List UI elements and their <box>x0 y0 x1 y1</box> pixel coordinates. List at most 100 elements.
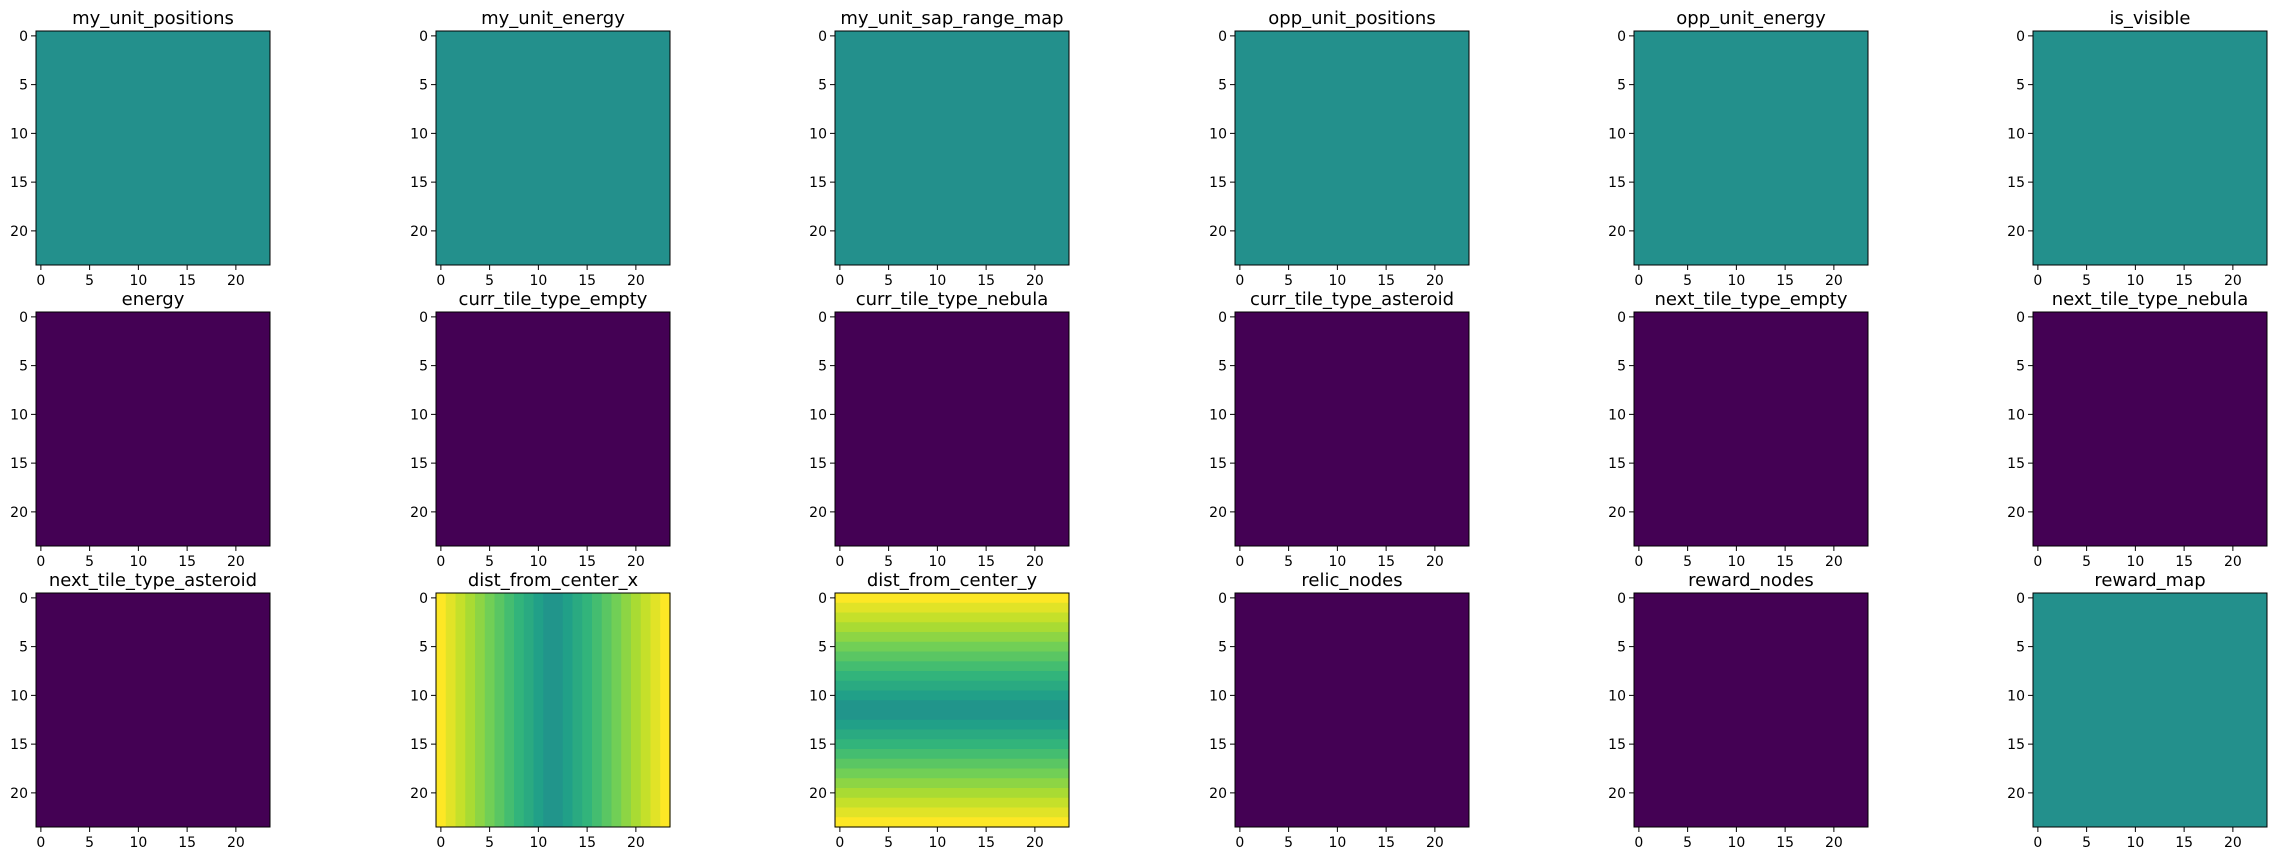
heatmap-row <box>835 632 1069 643</box>
x-tick-label: 15 <box>2175 273 2193 289</box>
x-tick-label: 0 <box>36 273 45 289</box>
y-tick-label: 10 <box>2007 688 2025 704</box>
y-tick-label: 20 <box>1209 505 1227 521</box>
heatmap-cells <box>1235 312 1469 546</box>
y-tick-label: 0 <box>1218 310 1227 326</box>
heatmap-column <box>611 593 622 827</box>
heatmap-row <box>835 729 1069 740</box>
axes-frame <box>834 311 1070 547</box>
x-tick-label: 10 <box>529 554 547 570</box>
heatmap-column <box>494 593 505 827</box>
x-tick-label: 20 <box>627 273 645 289</box>
y-tick-label: 15 <box>410 175 428 191</box>
x-tick-label: 0 <box>835 554 844 570</box>
y-tick-label: 0 <box>1617 29 1626 45</box>
x-tick-label: 10 <box>928 835 946 851</box>
heatmap-row <box>835 651 1069 662</box>
panel-title: next_tile_type_asteroid <box>49 570 257 591</box>
heatmap-column <box>650 593 661 827</box>
axes-frame <box>435 311 671 547</box>
x-tick-label: 20 <box>1825 273 1843 289</box>
y-tick-label: 15 <box>1209 737 1227 753</box>
heatmap-column <box>523 593 535 827</box>
y-tick-label: 0 <box>818 29 827 45</box>
heatmap-row <box>835 710 1069 721</box>
heatmap-cells <box>2033 31 2267 265</box>
x-tick-label: 5 <box>2082 554 2091 570</box>
heatmap-column <box>484 593 496 827</box>
x-tick-label: 15 <box>1776 273 1794 289</box>
panel-title: next_tile_type_nebula <box>2052 289 2249 310</box>
panel-title: opp_unit_energy <box>1676 8 1826 29</box>
x-tick-label: 0 <box>2033 273 2042 289</box>
y-tick-label: 15 <box>10 175 28 191</box>
x-tick-label: 15 <box>178 554 196 570</box>
heatmap-column <box>543 593 554 827</box>
x-tick-label: 5 <box>884 554 893 570</box>
y-tick-label: 15 <box>2007 456 2025 472</box>
x-tick-label: 10 <box>129 835 147 851</box>
axes-frame <box>2032 592 2268 828</box>
x-tick-label: 0 <box>835 273 844 289</box>
heatmap-row <box>835 749 1069 760</box>
y-tick-label: 20 <box>1209 224 1227 240</box>
y-tick-label: 5 <box>818 359 827 375</box>
heatmap-panel-relic-nodes: relic_nodes 0 5 10 15 20 0 5 10 15 20 <box>1209 570 1470 851</box>
heatmap-cells <box>1235 31 1469 265</box>
heatmap-panel-curr-tile-type-nebula: curr_tile_type_nebula 0 5 10 15 20 0 5 10 15 20 <box>809 289 1070 570</box>
x-tick-label: 20 <box>1426 835 1444 851</box>
y-tick-label: 15 <box>1608 175 1626 191</box>
y-tick-label: 0 <box>2016 591 2025 607</box>
x-tick-label: 0 <box>436 554 445 570</box>
heatmap-cells <box>436 31 670 265</box>
x-tick-label: 0 <box>436 273 445 289</box>
y-tick-label: 0 <box>19 591 28 607</box>
heatmap-row <box>835 768 1069 779</box>
y-tick-label: 10 <box>410 407 428 423</box>
x-tick-label: 20 <box>1426 554 1444 570</box>
heatmap-row <box>835 671 1069 682</box>
heatmap-cells <box>436 312 670 546</box>
x-tick-label: 20 <box>227 554 245 570</box>
y-tick-label: 0 <box>19 29 28 45</box>
heatmap-row <box>835 612 1069 623</box>
x-tick-label: 5 <box>485 273 494 289</box>
y-tick-label: 10 <box>10 126 28 142</box>
y-tick-label: 5 <box>19 359 28 375</box>
x-tick-label: 0 <box>1235 273 1244 289</box>
x-tick-label: 10 <box>1328 273 1346 289</box>
x-tick-label: 10 <box>2126 835 2144 851</box>
heatmap-panel-my-unit-sap-range-map: my_unit_sap_range_map 0 5 10 15 20 0 5 10 15 20 <box>809 8 1070 289</box>
x-tick-label: 5 <box>1683 835 1692 851</box>
panel-title: next_tile_type_empty <box>1655 289 1848 310</box>
y-tick-label: 15 <box>809 175 827 191</box>
y-tick-label: 15 <box>410 737 428 753</box>
heatmap-cells <box>1634 312 1868 546</box>
y-tick-label: 20 <box>2007 224 2025 240</box>
heatmap-column <box>621 593 632 827</box>
heatmap-panel-reward-map: reward_map 0 5 10 15 20 0 5 10 15 20 <box>2007 570 2268 851</box>
x-tick-label: 10 <box>1727 835 1745 851</box>
heatmap-cells <box>835 31 1069 265</box>
heatmap-panel-next-tile-type-nebula: next_tile_type_nebula 0 5 10 15 20 0 5 10 15 20 <box>2007 289 2268 570</box>
panel-title: my_unit_sap_range_map <box>840 8 1063 29</box>
y-tick-label: 20 <box>1608 505 1626 521</box>
x-tick-label: 0 <box>1235 554 1244 570</box>
x-tick-label: 0 <box>36 554 45 570</box>
panel-title: curr_tile_type_empty <box>459 289 648 310</box>
heatmap-panel-next-tile-type-asteroid: next_tile_type_asteroid 0 5 10 15 20 0 5 10 15 20 <box>10 570 271 851</box>
x-tick-label: 15 <box>2175 554 2193 570</box>
x-tick-label: 5 <box>2082 273 2091 289</box>
x-tick-label: 20 <box>627 554 645 570</box>
y-tick-label: 5 <box>1218 78 1227 94</box>
y-tick-label: 20 <box>410 224 428 240</box>
heatmap-column <box>631 593 642 827</box>
heatmap-column <box>465 593 476 827</box>
x-tick-label: 10 <box>129 273 147 289</box>
x-tick-label: 15 <box>1776 835 1794 851</box>
x-tick-label: 5 <box>85 273 94 289</box>
x-tick-label: 15 <box>977 835 995 851</box>
heatmap-column <box>533 593 544 827</box>
x-tick-label: 15 <box>178 273 196 289</box>
